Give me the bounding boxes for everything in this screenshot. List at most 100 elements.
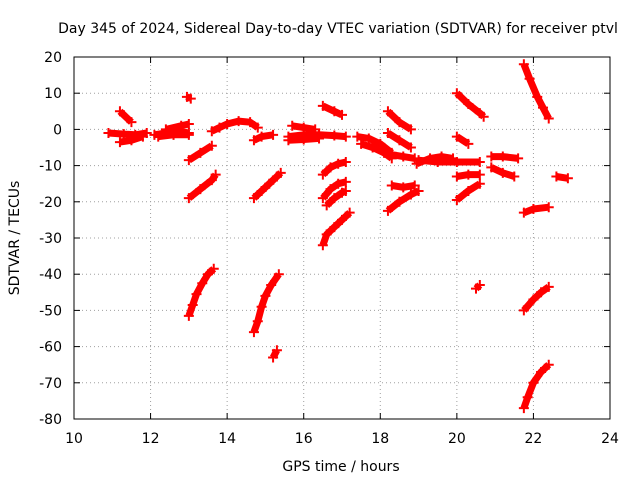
- track-40-line: [520, 62, 552, 121]
- data-point: [248, 327, 259, 338]
- track-32-line: [418, 156, 480, 166]
- data-point: [518, 403, 529, 414]
- data-point: [118, 129, 129, 140]
- data-point: [463, 185, 474, 196]
- data-point: [183, 155, 194, 166]
- data-point: [379, 147, 390, 158]
- data-point: [252, 316, 263, 327]
- track-12: [248, 129, 279, 146]
- track-33-line: [455, 133, 471, 147]
- data-point: [191, 289, 202, 300]
- data-point: [252, 122, 263, 133]
- y-tick-label: 10: [44, 86, 62, 102]
- data-point: [413, 185, 424, 196]
- track-09: [206, 116, 263, 137]
- y-axis-title: SDTVAR / TECUs: [7, 181, 23, 296]
- data-point: [405, 124, 416, 135]
- data-point: [176, 120, 187, 131]
- data-point: [543, 202, 554, 213]
- data-point: [474, 178, 485, 189]
- data-point: [260, 290, 271, 301]
- data-point: [206, 175, 217, 186]
- data-point: [409, 180, 420, 191]
- data-point: [298, 122, 309, 133]
- data-point: [363, 133, 374, 144]
- data-point: [283, 135, 294, 146]
- data-point: [329, 106, 340, 117]
- data-point: [551, 171, 562, 182]
- data-point: [513, 153, 524, 164]
- data-point: [256, 301, 267, 312]
- data-point: [509, 171, 520, 182]
- data-point: [317, 240, 328, 251]
- track-35: [451, 178, 485, 205]
- data-point: [183, 310, 194, 321]
- x-tick-label: 12: [142, 431, 160, 447]
- data-point: [329, 130, 340, 141]
- data-point: [248, 193, 259, 204]
- data-point: [114, 137, 125, 148]
- data-point: [256, 185, 267, 196]
- data-point: [394, 117, 405, 128]
- data-point: [463, 169, 474, 180]
- x-axis-tick-labels: 10 12 14 16 18 20 22 24: [65, 431, 619, 447]
- x-tick-label: 18: [371, 431, 389, 447]
- data-point: [325, 162, 336, 173]
- data-point: [321, 200, 332, 211]
- data-point: [382, 205, 393, 216]
- track-08: [183, 140, 217, 166]
- data-point: [298, 134, 309, 145]
- series-layer: [103, 59, 573, 414]
- data-point: [114, 106, 125, 117]
- x-axis-title: GPS time / hours: [282, 459, 399, 475]
- track-27: [382, 128, 416, 153]
- data-point: [208, 263, 219, 274]
- data-point: [275, 167, 286, 178]
- x-tick-label: 22: [525, 431, 543, 447]
- track-44: [551, 171, 573, 184]
- data-point: [222, 118, 233, 129]
- x-tick-label: 16: [295, 431, 313, 447]
- track-40: [518, 59, 554, 124]
- track-19: [317, 100, 347, 120]
- data-point: [463, 99, 474, 110]
- data-point: [528, 294, 539, 305]
- data-point: [536, 287, 547, 298]
- data-point: [382, 128, 393, 139]
- data-point: [310, 124, 321, 135]
- track-33: [451, 131, 474, 149]
- data-point: [268, 352, 279, 363]
- data-point: [451, 131, 462, 142]
- data-point: [329, 193, 340, 204]
- data-point: [518, 207, 529, 218]
- track-05: [153, 129, 194, 142]
- y-tick-label: -80: [39, 412, 62, 428]
- track-21: [317, 176, 351, 204]
- track-10-line: [186, 172, 219, 201]
- track-42-line: [521, 284, 551, 313]
- data-point: [317, 169, 328, 180]
- data-point: [340, 185, 351, 196]
- data-point: [337, 214, 347, 225]
- x-tick-label: 10: [65, 431, 83, 447]
- data-point: [543, 113, 554, 124]
- data-point: [478, 111, 489, 122]
- data-point: [203, 269, 213, 280]
- data-point: [562, 173, 573, 184]
- data-point: [287, 120, 298, 131]
- data-point: [325, 184, 336, 195]
- data-point: [518, 305, 529, 316]
- data-point: [248, 135, 259, 146]
- data-point: [317, 193, 328, 204]
- y-tick-label: -70: [39, 376, 62, 392]
- data-point: [333, 158, 344, 169]
- data-point: [195, 147, 206, 158]
- data-point: [314, 133, 325, 144]
- data-point: [432, 156, 443, 167]
- chart-title: Day 345 of 2024, Sidereal Day-to-day VTE…: [58, 21, 618, 37]
- data-point: [356, 138, 367, 149]
- data-point: [264, 178, 275, 189]
- data-point: [375, 138, 386, 149]
- data-point: [206, 140, 217, 151]
- track-42: [518, 281, 554, 316]
